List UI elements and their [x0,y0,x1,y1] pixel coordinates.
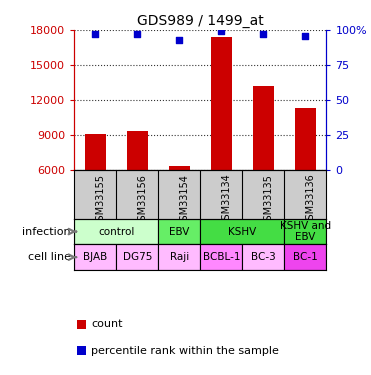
Point [302,33,308,39]
Bar [211,37,232,170]
Bar [200,219,285,245]
Text: Raji: Raji [170,252,189,262]
Text: GSM33155: GSM33155 [95,174,105,227]
Text: BC-3: BC-3 [251,252,276,262]
Point [92,31,98,37]
Text: count: count [91,320,122,329]
Text: control: control [98,226,134,237]
Point [134,31,140,37]
Bar [285,219,326,245]
Bar [285,244,326,270]
Point [219,28,224,34]
Bar [295,108,316,170]
Bar [74,219,158,245]
Title: GDS989 / 1499_at: GDS989 / 1499_at [137,13,264,28]
Text: GSM33134: GSM33134 [221,174,232,226]
Text: GSM33154: GSM33154 [179,174,189,226]
Text: KSHV: KSHV [228,226,256,237]
Text: BJAB: BJAB [83,252,107,262]
Point [260,31,266,37]
Text: BCBL-1: BCBL-1 [203,252,240,262]
Bar [116,244,158,270]
Text: percentile rank within the sample: percentile rank within the sample [91,346,279,355]
Text: infection: infection [22,226,74,237]
Bar [158,219,200,245]
Text: GSM33136: GSM33136 [305,174,315,226]
Bar [74,244,116,270]
Bar [169,166,190,170]
Bar [200,244,242,270]
Text: EBV: EBV [169,226,190,237]
Bar [127,131,148,170]
Text: GSM33156: GSM33156 [137,174,147,226]
Text: GSM33135: GSM33135 [263,174,273,226]
Bar [158,244,200,270]
Text: cell line: cell line [28,252,74,262]
Text: BC-1: BC-1 [293,252,318,262]
Text: DG75: DG75 [122,252,152,262]
Point [176,37,182,43]
Text: KSHV and
EBV: KSHV and EBV [280,221,331,242]
Bar [253,86,274,170]
Bar [242,244,285,270]
Bar [85,134,106,170]
